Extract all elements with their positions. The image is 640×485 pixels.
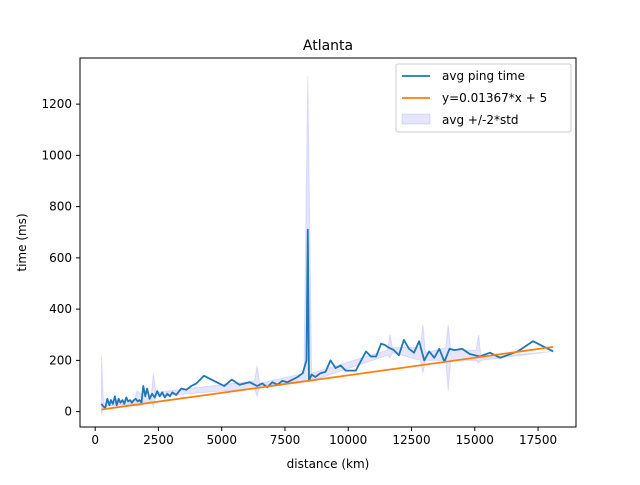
legend-label-fit: y=0.01367*x + 5 <box>442 91 547 105</box>
x-tick-label: 7500 <box>270 433 301 447</box>
y-tick-label: 600 <box>49 251 72 265</box>
y-tick-label: 200 <box>49 353 72 367</box>
y-axis-label: time (ms) <box>15 213 29 271</box>
x-axis-label: distance (km) <box>287 457 370 471</box>
x-tick-label: 12500 <box>392 433 430 447</box>
plot-area <box>100 75 554 415</box>
x-tick-label: 15000 <box>456 433 494 447</box>
legend-label-band: avg +/-2*std <box>442 113 519 127</box>
y-tick-label: 1200 <box>41 97 72 111</box>
x-tick-label: 2500 <box>143 433 174 447</box>
y-tick-label: 800 <box>49 200 72 214</box>
legend-frame <box>395 63 572 133</box>
legend-label-avg-ping: avg ping time <box>442 69 525 83</box>
series-line-linear-fit <box>101 346 554 411</box>
x-tick-label: 5000 <box>206 433 237 447</box>
series-line-avg-ping-time <box>100 228 554 409</box>
x-axis: 0 2500 5000 7500 10000 12500 15000 17500 <box>91 427 557 447</box>
x-tick-label: 17500 <box>519 433 557 447</box>
legend-patch-band <box>401 113 431 125</box>
x-tick-label: 10000 <box>329 433 367 447</box>
axes-frame <box>79 57 577 428</box>
x-tick-label: 0 <box>91 433 99 447</box>
chart-title: Atlanta <box>303 38 353 54</box>
y-tick-label: 0 <box>64 405 72 419</box>
y-axis: 0 200 400 600 800 1000 1200 <box>41 97 80 419</box>
y-tick-label: 400 <box>49 302 72 316</box>
y-tick-label: 1000 <box>41 148 72 162</box>
series-band-std <box>101 75 554 415</box>
legend: avg ping time y=0.01367*x + 5 avg +/-2*s… <box>395 63 572 133</box>
